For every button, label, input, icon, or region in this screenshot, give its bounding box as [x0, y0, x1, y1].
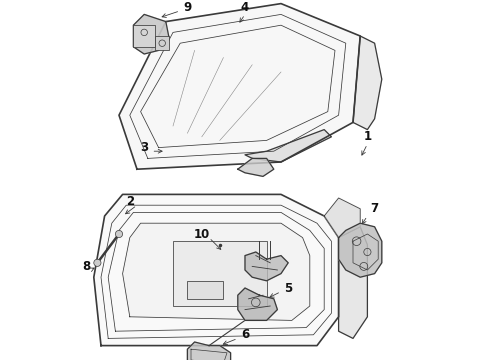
- Bar: [173, 241, 267, 306]
- Circle shape: [94, 259, 101, 266]
- Text: 4: 4: [241, 1, 249, 14]
- Polygon shape: [353, 36, 382, 130]
- Polygon shape: [94, 194, 339, 346]
- Polygon shape: [245, 130, 331, 162]
- Bar: [155, 36, 170, 50]
- Polygon shape: [133, 14, 170, 54]
- Polygon shape: [119, 4, 360, 169]
- Text: 1: 1: [364, 130, 371, 143]
- Polygon shape: [339, 227, 368, 338]
- Text: 6: 6: [241, 328, 249, 341]
- Polygon shape: [245, 252, 288, 281]
- Polygon shape: [187, 342, 231, 360]
- Polygon shape: [122, 223, 310, 320]
- Text: 8: 8: [82, 260, 91, 273]
- Text: 3: 3: [140, 141, 148, 154]
- Polygon shape: [238, 288, 277, 320]
- Polygon shape: [324, 198, 360, 238]
- Text: 9: 9: [183, 1, 192, 14]
- Text: 7: 7: [370, 202, 379, 215]
- Polygon shape: [339, 223, 382, 277]
- Circle shape: [116, 230, 122, 238]
- Text: 10: 10: [194, 228, 210, 240]
- Bar: [187, 281, 223, 299]
- Text: 2: 2: [126, 195, 134, 208]
- Text: 5: 5: [284, 282, 293, 294]
- Polygon shape: [238, 158, 274, 176]
- FancyBboxPatch shape: [133, 25, 155, 47]
